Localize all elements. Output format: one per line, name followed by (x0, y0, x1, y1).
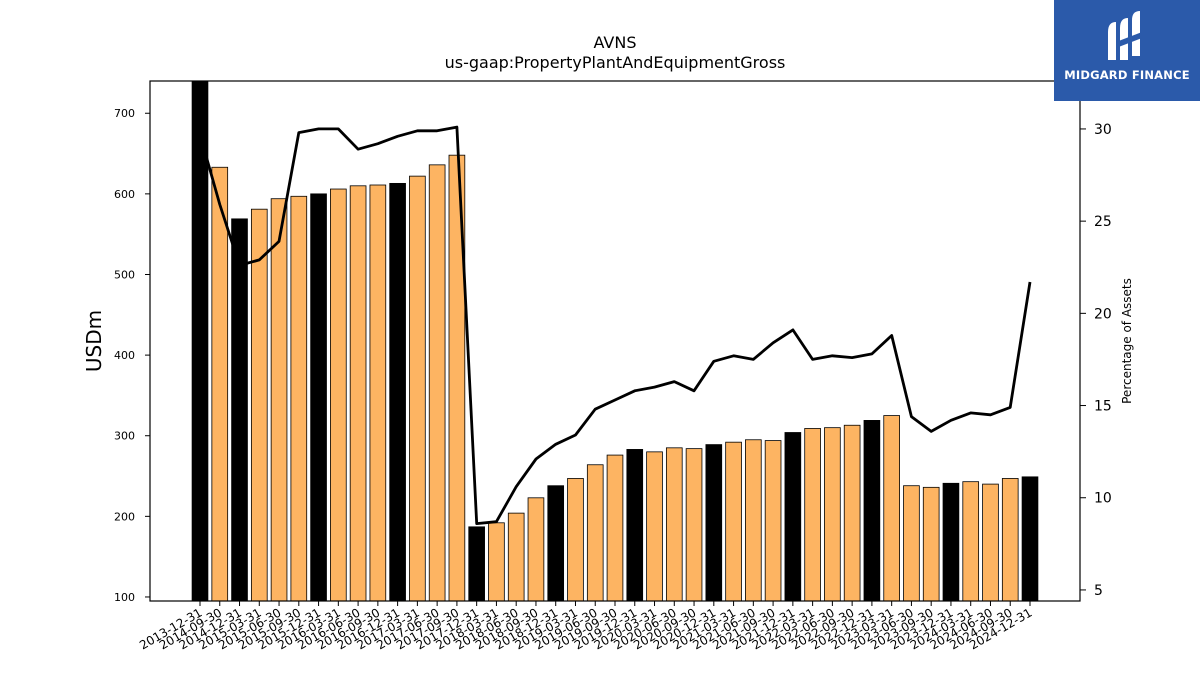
chart-title: AVNS (594, 33, 637, 52)
bar-2022-06-30 (824, 427, 841, 602)
y2-tick-label: 30 (1094, 122, 1112, 138)
bar-2022-09-30 (843, 424, 861, 602)
brand-name: MIDGARD FINANCE (1064, 68, 1190, 82)
bar-2019-09-30 (606, 454, 624, 602)
bar-2016-09-30 (369, 184, 387, 602)
bar-2017-06-30 (428, 164, 446, 602)
bar-2024-12-31 (1021, 476, 1039, 602)
bar-series (191, 80, 1039, 602)
y-tick-label: 700 (114, 107, 135, 120)
bar-2021-12-31 (784, 432, 802, 602)
bar-2018-09-30 (527, 497, 545, 602)
bar-2022-03-31 (804, 428, 821, 602)
y-axis-left: 100 200 300 400 500 600 700 (114, 107, 150, 604)
bar-2014-09-30 (211, 166, 229, 602)
bar-2023-03-31 (883, 415, 900, 602)
bar-2023-12-31 (942, 482, 960, 602)
bar-2023-06-30 (903, 485, 920, 602)
brand-logo: MIDGARD FINANCE (1054, 0, 1200, 101)
bar-2023-09-30 (922, 486, 940, 602)
bar-2021-03-31 (725, 441, 742, 602)
y-axis-right: 5 10 15 20 25 30 (1080, 122, 1112, 599)
bar-2021-06-30 (745, 439, 762, 602)
bar-2016-12-31 (389, 182, 406, 602)
bar-2015-12-31 (310, 193, 327, 602)
bar-2018-03-31 (488, 522, 505, 602)
bar-2020-09-30 (685, 448, 703, 602)
bar-2022-12-31 (863, 420, 881, 602)
y2-tick-label: 10 (1094, 491, 1112, 507)
bar-2024-03-31 (962, 481, 980, 602)
bar-2014-12-31 (231, 218, 248, 602)
bar-2024-09-30 (1001, 478, 1019, 602)
y-tick-label: 100 (114, 591, 135, 604)
bar-2017-12-31 (468, 526, 485, 602)
bar-2020-12-31 (705, 444, 723, 602)
bar-2020-06-30 (665, 447, 683, 602)
y-tick-label: 600 (114, 188, 135, 201)
y-tick-label: 300 (114, 430, 135, 443)
bar-2016-06-30 (349, 185, 367, 602)
bar-2015-06-30 (270, 198, 288, 602)
y-tick-label: 500 (114, 268, 135, 281)
y2-tick-label: 5 (1094, 583, 1103, 599)
percentage-line (198, 125, 1032, 525)
y2-tick-label: 15 (1094, 399, 1112, 415)
bar-2018-12-31 (547, 485, 565, 602)
y2-axis-label: Percentage of Assets (1120, 278, 1134, 404)
bar-2019-06-30 (586, 464, 604, 602)
bar-2015-03-31 (250, 208, 268, 602)
bar-2019-12-31 (626, 449, 644, 602)
y-tick-label: 200 (114, 510, 135, 523)
bar-2024-06-30 (982, 483, 999, 602)
bar-2015-09-30 (290, 195, 308, 602)
bar-2018-06-30 (507, 512, 525, 602)
logo-icon (1108, 11, 1142, 60)
chart-subtitle: us-gaap:PropertyPlantAndEquipmentGross (445, 53, 786, 72)
y2-tick-label: 20 (1094, 306, 1112, 322)
bar-2017-03-31 (409, 175, 426, 602)
bar-2020-03-31 (646, 451, 663, 602)
y2-tick-label: 25 (1094, 214, 1112, 230)
bar-2021-09-30 (764, 440, 782, 602)
bar-2019-03-31 (567, 478, 584, 602)
bar-2016-03-31 (330, 188, 347, 602)
y-axis-label: USDm (82, 310, 106, 372)
x-axis: 2013-12-312014-09-302014-12-312015-03-31… (137, 601, 1035, 652)
y-tick-label: 400 (114, 349, 135, 362)
